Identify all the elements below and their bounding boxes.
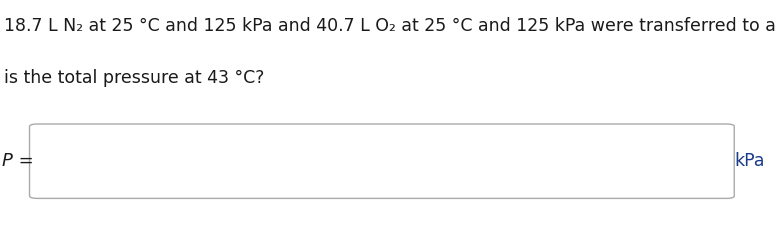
Text: 18.7 L N₂ at 25 °C and 125 kPa and 40.7 L O₂ at 25 °C and 125 kPa were transferr: 18.7 L N₂ at 25 °C and 125 kPa and 40.7 … xyxy=(4,17,777,35)
Text: is the total pressure at 43 °C?: is the total pressure at 43 °C? xyxy=(4,69,264,88)
Text: kPa: kPa xyxy=(734,152,765,170)
Text: P =: P = xyxy=(2,152,34,170)
FancyBboxPatch shape xyxy=(30,124,734,198)
